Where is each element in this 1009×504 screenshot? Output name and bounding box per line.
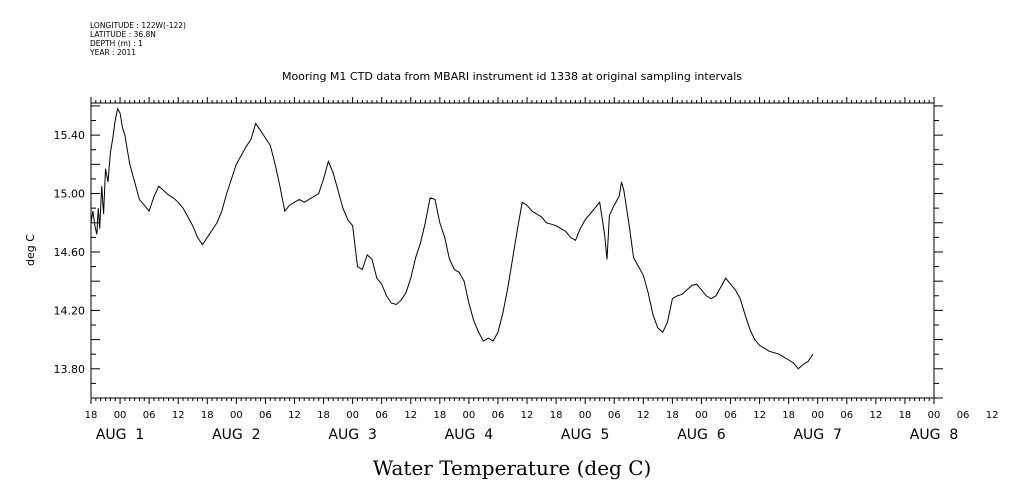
x-tick-label: 12 bbox=[869, 410, 882, 421]
day-label: AUG 2 bbox=[212, 427, 260, 443]
x-tick-label: 18 bbox=[899, 410, 912, 421]
y-tick-label: 15.40 bbox=[54, 129, 86, 142]
x-tick-label: 18 bbox=[666, 410, 679, 421]
day-labels: AUG 1 AUG 2 AUG 3 AUG 4 AUG 5 AUG 6 AUG 7 AUG 8 bbox=[96, 427, 958, 443]
y-axis-label: deg C bbox=[24, 234, 37, 266]
tick-marks bbox=[90, 97, 943, 404]
year-label: YEAR : 2011 bbox=[90, 48, 137, 57]
x-tick-label: 12 bbox=[521, 410, 534, 421]
x-tick-label: 06 bbox=[957, 410, 970, 421]
x-tick-label: 12 bbox=[637, 410, 650, 421]
latitude-label: LATITUDE : 36.8N bbox=[90, 30, 156, 39]
x-tick-label: 06 bbox=[375, 410, 388, 421]
x-axis-label: Water Temperature (deg C) bbox=[373, 456, 652, 480]
x-tick-label: 18 bbox=[201, 410, 214, 421]
x-tick-label: 00 bbox=[695, 410, 708, 421]
x-tick-label: 00 bbox=[230, 410, 243, 421]
x-tick-labels: 18 00 06 12 18 00 06 12 18 00 06 12 18 00 06 12 18 00 06 12… bbox=[85, 410, 999, 421]
y-tick-label: 15.00 bbox=[54, 188, 86, 201]
longitude-label: LONGITUDE : 122W(-122) bbox=[90, 21, 186, 30]
x-tick-label: 18 bbox=[550, 410, 563, 421]
y-tick-labels: 13.80 14.20 14.60 15.00 15.40 bbox=[54, 129, 86, 376]
day-label: AUG 8 bbox=[910, 427, 958, 443]
depth-label: DEPTH (m) : 1 bbox=[90, 39, 143, 48]
x-tick-label: 18 bbox=[433, 410, 446, 421]
x-tick-label: 06 bbox=[608, 410, 621, 421]
day-label: AUG 5 bbox=[561, 427, 609, 443]
x-tick-label: 00 bbox=[114, 410, 127, 421]
x-tick-label: 00 bbox=[346, 410, 359, 421]
day-label: AUG 3 bbox=[328, 427, 376, 443]
x-tick-label: 06 bbox=[724, 410, 737, 421]
y-tick-label: 13.80 bbox=[54, 363, 86, 376]
day-label: AUG 4 bbox=[445, 427, 494, 443]
x-tick-label: 18 bbox=[317, 410, 330, 421]
x-tick-label: 00 bbox=[811, 410, 824, 421]
day-label: AUG 1 bbox=[96, 427, 144, 443]
y-tick-label: 14.60 bbox=[54, 246, 86, 259]
x-tick-label: 12 bbox=[404, 410, 417, 421]
x-tick-label: 12 bbox=[753, 410, 766, 421]
temperature-series-line bbox=[90, 107, 814, 370]
day-label: AUG 6 bbox=[677, 427, 726, 443]
x-tick-label: 06 bbox=[259, 410, 272, 421]
x-tick-label: 06 bbox=[492, 410, 505, 421]
x-tick-label: 00 bbox=[463, 410, 476, 421]
x-tick-label: 18 bbox=[85, 410, 98, 421]
x-tick-label: 18 bbox=[782, 410, 795, 421]
x-tick-label: 12 bbox=[288, 410, 301, 421]
x-tick-label: 00 bbox=[928, 410, 941, 421]
x-tick-label: 06 bbox=[143, 410, 156, 421]
chart-title: Mooring M1 CTD data from MBARI instrumen… bbox=[282, 70, 742, 83]
x-tick-label: 00 bbox=[579, 410, 592, 421]
y-tick-label: 14.20 bbox=[54, 304, 86, 317]
day-label: AUG 7 bbox=[793, 427, 841, 443]
x-tick-label: 06 bbox=[840, 410, 853, 421]
x-tick-label: 12 bbox=[986, 410, 999, 421]
x-tick-label: 12 bbox=[172, 410, 185, 421]
plot-frame bbox=[90, 102, 935, 399]
